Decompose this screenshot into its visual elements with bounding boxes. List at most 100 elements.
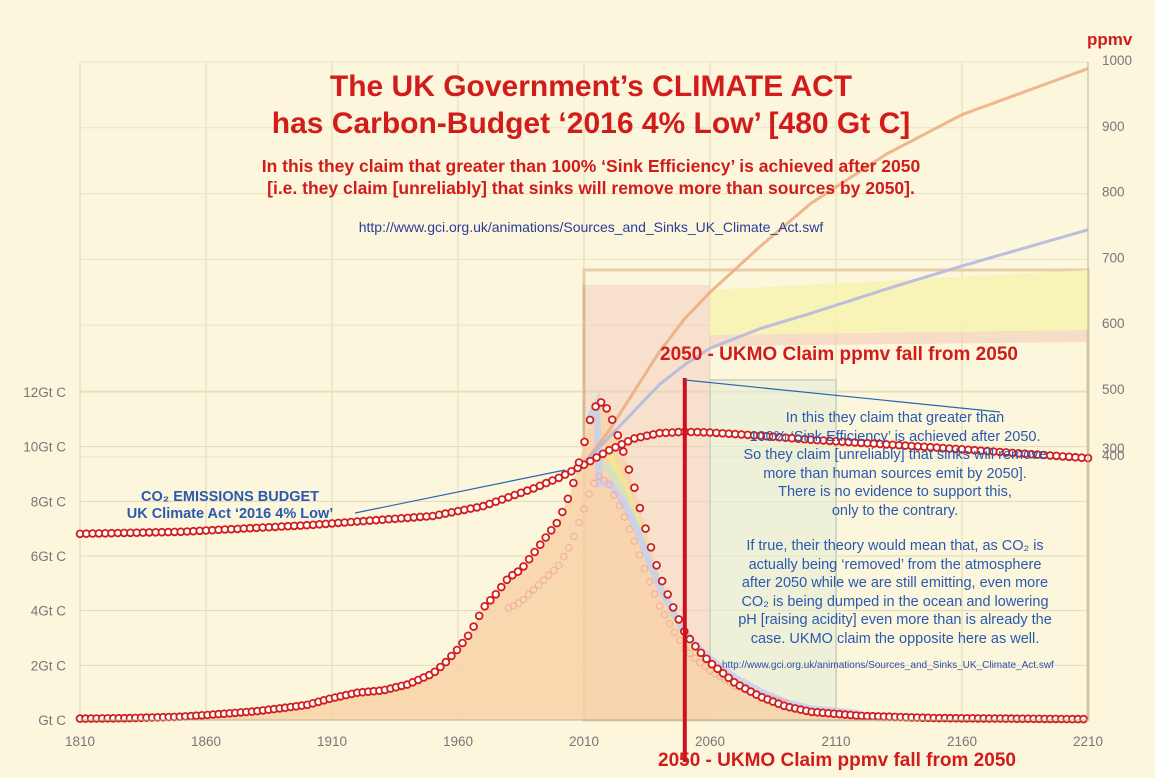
emissions-alt-marker (554, 561, 563, 570)
emissions-alt-marker (575, 518, 583, 527)
emissions-alt-marker (701, 662, 709, 671)
emissions-alt-marker (580, 505, 588, 513)
title-line-1: The UK Government’s CLIMATE ACT (329, 70, 853, 103)
emissions-marker (480, 601, 490, 611)
emissions-marker (602, 404, 611, 413)
left-tick-label: 10Gt C (23, 440, 66, 455)
emissions-budget-label: CO₂ EMISSIONS BUDGET UK Climate Act ‘201… (80, 489, 380, 523)
emissions-marker (458, 638, 467, 648)
x-tick-label: 1910 (317, 734, 347, 749)
budget-leader-line (354, 469, 566, 514)
emissions-alt-marker (539, 576, 548, 584)
right-tick-label: 600 (1102, 316, 1125, 331)
emissions-alt-marker (630, 537, 639, 546)
ppmv-marker (598, 449, 608, 459)
x-tick-label: 1810 (65, 734, 95, 749)
left-tick-label: 8Gt C (31, 494, 67, 509)
emissions-alt-marker (615, 501, 624, 510)
emissions-alt-marker (600, 476, 609, 485)
emissions-marker (591, 402, 600, 411)
title-line-2: has Carbon-Budget ‘2016 4% Low’ [480 Gt … (271, 107, 911, 140)
right-tick-label: 1000 (1102, 53, 1132, 68)
emissions-alt-marker (610, 491, 619, 499)
emissions-marker (618, 447, 628, 456)
note-source-url[interactable]: http://www.gci.org.uk/animations/Sources… (722, 660, 1054, 671)
ppmv-marker (592, 453, 601, 462)
emissions-marker (630, 483, 639, 493)
emissions-alt-marker (534, 581, 543, 589)
emissions-marker (624, 465, 634, 474)
note-line: only to the contrary. (831, 502, 959, 519)
emissions-marker (724, 673, 733, 683)
emissions-marker (707, 659, 717, 669)
x-tick-label: 1960 (443, 734, 473, 749)
budget-label-line-1: CO₂ EMISSIONS BUDGET (140, 489, 320, 505)
left-tick-label: Gt C (38, 713, 66, 728)
emissions-marker (469, 622, 478, 631)
subtitle-line-2: [i.e. they claim [unreliably] that sinks… (267, 178, 915, 198)
emissions-alt-marker (549, 566, 558, 575)
right-tick-label: 800 (1102, 185, 1125, 200)
emissions-area-fill (80, 400, 1088, 720)
emissions-alt-marker (514, 599, 523, 607)
x-tick-label: 2210 (1073, 734, 1103, 749)
x-tick-label: 2110 (821, 734, 850, 749)
emissions-alt-marker (570, 532, 578, 541)
note-line: So they claim [unreliably] that sinks wi… (743, 447, 1047, 463)
note-line: actually being ‘removed’ from the atmosp… (748, 556, 1042, 573)
emissions-alt-marker (665, 619, 674, 628)
emissions-alt-marker (625, 525, 634, 533)
emissions-marker (569, 478, 578, 488)
right-tick-label: 400 (1102, 448, 1125, 463)
emissions-marker (491, 589, 501, 599)
emissions-marker (530, 547, 539, 557)
ocean-acidity-note: If true, their theory would mean that, a… (705, 537, 1085, 648)
claim-headline-upper: 2050 - UKMO Claim ppmv fall from 2050 (660, 344, 1018, 365)
series-lines (582, 67, 1089, 465)
emissions-alt-marker (585, 490, 593, 498)
note-line: If true, their theory would mean that, a… (746, 538, 1044, 554)
emissions-marker (691, 641, 700, 651)
emissions-marker (674, 615, 684, 624)
left-tick-label: 12Gt C (23, 385, 66, 400)
emissions-marker (607, 415, 617, 425)
emissions-marker (713, 664, 722, 674)
emissions-marker (474, 611, 484, 621)
emissions-alt-marker (691, 654, 699, 663)
x-tick-label: 2010 (569, 734, 599, 749)
ppmv-uncertainty-band (710, 270, 1088, 335)
emissions-marker (641, 524, 650, 533)
emissions-marker (546, 525, 556, 535)
emissions-marker (519, 562, 528, 571)
emissions-marker (496, 582, 506, 592)
emissions-marker (646, 542, 656, 552)
emissions-marker (535, 540, 545, 549)
emissions-marker (430, 667, 440, 677)
emissions-alt-marker (670, 628, 679, 637)
left-tick-label: 4Gt C (31, 604, 67, 619)
emissions-alt-marker (565, 543, 573, 552)
emissions-marker (485, 595, 495, 605)
emissions-marker (652, 560, 661, 570)
source-url[interactable]: http://www.gci.org.uk/animations/Sources… (358, 219, 824, 235)
axes: 1810 1860 1910 1960 2010 2060 2110 2160 2210 Gt C… (23, 53, 1132, 749)
emissions-marker (441, 657, 451, 667)
emissions-marker (663, 590, 672, 599)
emissions-alt-marker (605, 480, 614, 489)
emissions-alt-marker (590, 479, 598, 488)
emissions-marker (657, 576, 667, 586)
emissions-marker (702, 654, 711, 664)
right-axis-unit: ppmv (1087, 30, 1133, 49)
note-line: In this they claim that greater than (785, 410, 1005, 426)
ppmv-marker (554, 473, 564, 483)
emissions-marker (524, 554, 534, 564)
x-tick-label: 1860 (191, 734, 221, 749)
emissions-marker (452, 645, 462, 655)
emissions-alt-marker (635, 551, 644, 559)
note-line: 100% ‘Sink Efficiency’ is achieved after… (749, 428, 1041, 445)
emissions-marker (613, 430, 623, 440)
emissions-marker (513, 567, 523, 576)
series-markers (75, 398, 1093, 724)
emissions-marker (580, 437, 589, 447)
